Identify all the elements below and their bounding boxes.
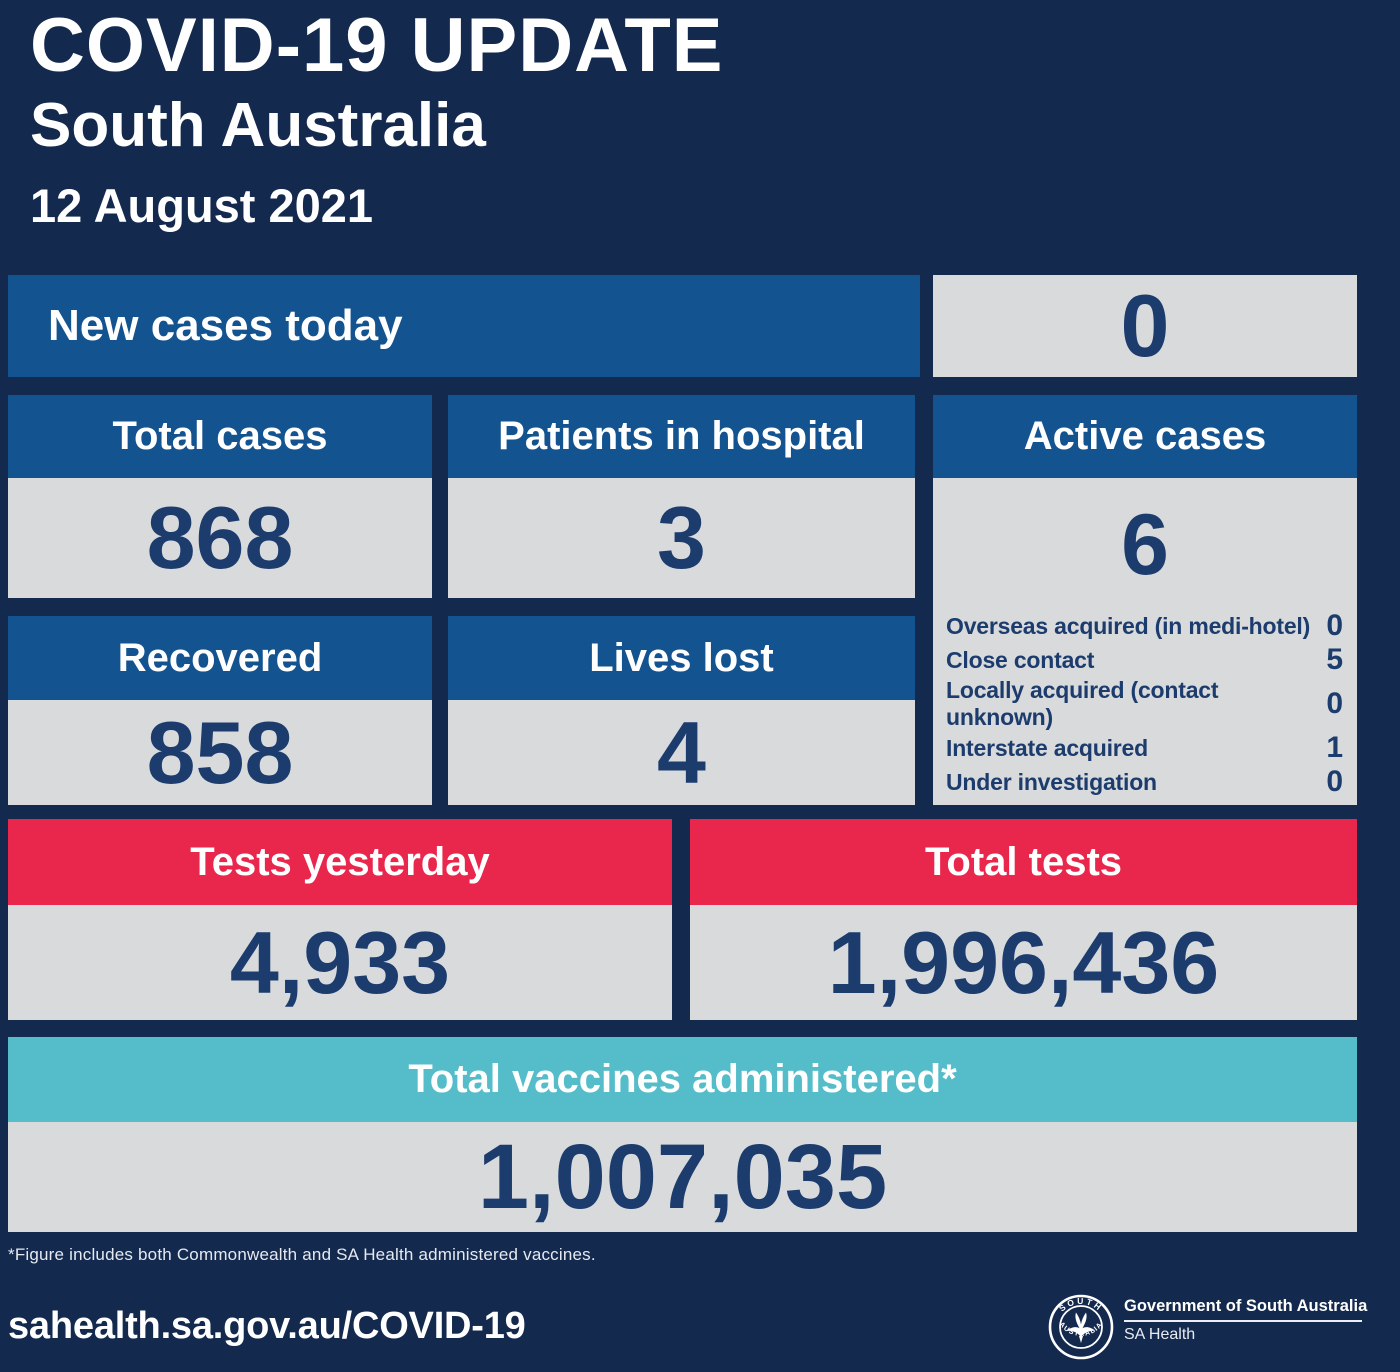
total-tests-label: Total tests [924,839,1123,884]
total-vaccines-label: Total vaccines administered* [408,1057,957,1101]
breakdown-label: Close contact [946,646,1095,673]
total-tests-header: Total tests [690,819,1357,905]
breakdown-label: Under investigation [946,768,1157,795]
svg-text:SOUTH: SOUTH [1057,1296,1105,1314]
piping-shrike-bird-icon [1066,1312,1096,1343]
active-cases-breakdown: Overseas acquired (in medi-hotel) 0 Clos… [933,605,1357,805]
patients-in-hospital-header: Patients in hospital [448,395,915,478]
poster-date: 12 August 2021 [30,179,374,232]
recovered-header: Recovered [8,616,432,700]
total-tests-value-box: 1,996,436 [690,905,1357,1020]
new-cases-value-box: 0 [933,275,1357,377]
new-cases-label-bar: New cases today [8,275,920,377]
total-cases-value-box: 868 [8,478,432,598]
vaccines-footnote: *Figure includes both Commonwealth and S… [8,1245,596,1264]
lives-lost-label: Lives lost [589,635,774,680]
total-vaccines-value-box: 1,007,035 [8,1122,1357,1232]
breakdown-row-interstate: Interstate acquired 1 [933,731,1357,765]
lives-lost-value-box: 4 [448,700,915,805]
total-cases-value: 868 [146,488,294,587]
active-cases-header: Active cases [933,395,1357,478]
total-vaccines-value: 1,007,035 [477,1125,888,1228]
breakdown-row-close-contact: Close contact 5 [933,643,1357,677]
total-cases-header: Total cases [8,395,432,478]
lives-lost-value: 4 [657,702,706,802]
sa-health-label: SA Health [1124,1326,1196,1343]
patients-in-hospital-label: Patients in hospital [498,414,865,458]
tests-yesterday-value: 4,933 [229,912,451,1012]
breakdown-row-overseas: Overseas acquired (in medi-hotel) 0 [933,609,1357,643]
breakdown-row-locally-acquired: Locally acquired (contact unknown) 0 [933,677,1357,731]
tests-yesterday-label: Tests yesterday [190,839,490,884]
recovered-value: 858 [146,702,294,802]
breakdown-value: 0 [1326,609,1343,642]
total-vaccines-header: Total vaccines administered* [8,1037,1357,1122]
breakdown-label: Overseas acquired (in medi-hotel) [946,612,1311,639]
tests-yesterday-header: Tests yesterday [8,819,672,905]
breakdown-label: Locally acquired (contact unknown) [946,677,1219,730]
active-cases-value: 6 [1121,497,1169,593]
breakdown-value: 1 [1326,731,1343,764]
new-cases-label: New cases today [48,301,403,350]
breakdown-value: 0 [1326,765,1343,798]
recovered-label: Recovered [117,635,323,680]
new-cases-value: 0 [1120,276,1170,375]
logo-ring-top-text: SOUTH [1057,1296,1103,1314]
breakdown-value: 0 [1326,687,1343,720]
logo-divider [1124,1320,1362,1322]
active-cases-panel: 6 Overseas acquired (in medi-hotel) 0 Cl… [933,478,1357,805]
patients-in-hospital-value: 3 [657,488,706,587]
government-of-sa-label: Government of South Australia [1124,1297,1368,1315]
patients-in-hospital-value-box: 3 [448,478,915,598]
government-logo-text: Government of South Australia SA Health [1124,1297,1368,1344]
sa-health-url: sahealth.sa.gov.au/COVID-19 [8,1305,526,1347]
total-tests-value: 1,996,436 [827,912,1220,1012]
recovered-value-box: 858 [8,700,432,805]
tests-yesterday-value-box: 4,933 [8,905,672,1020]
south-australia-emblem-icon: SOUTH AUSTRALIA [1048,1294,1114,1360]
lives-lost-header: Lives lost [448,616,915,700]
breakdown-row-under-investigation: Under investigation 0 [933,765,1357,799]
total-cases-label: Total cases [112,414,328,458]
poster-title: COVID-19 UPDATE [30,3,724,88]
active-cases-label: Active cases [1023,414,1267,458]
breakdown-label: Interstate acquired [946,734,1148,761]
breakdown-value: 5 [1326,643,1343,676]
poster-subtitle: South Australia [30,91,486,160]
